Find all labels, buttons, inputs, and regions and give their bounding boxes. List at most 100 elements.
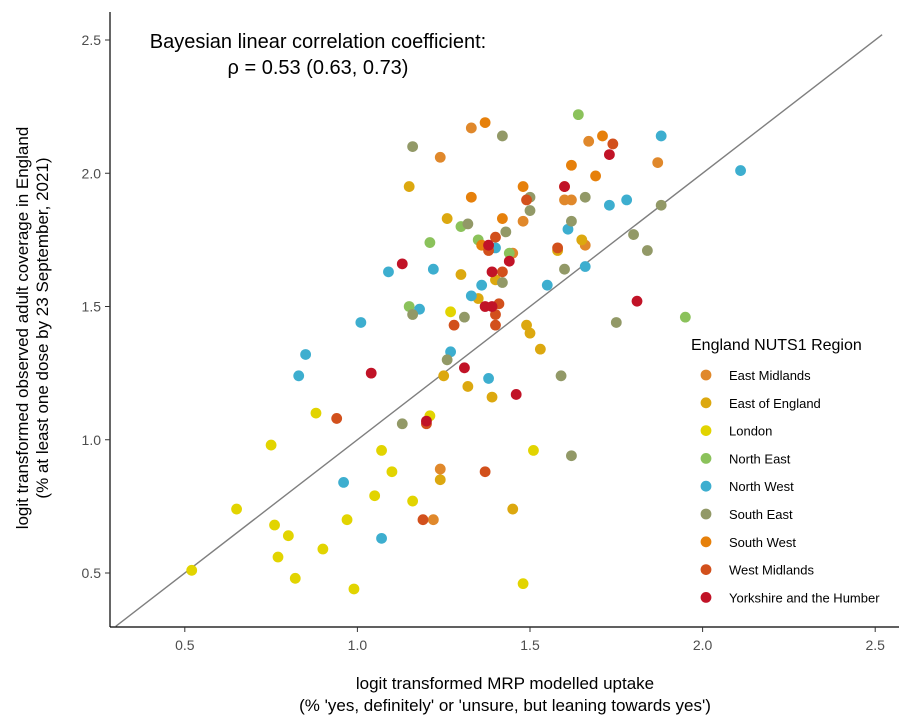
series-north-west <box>293 130 746 544</box>
data-point <box>310 407 322 419</box>
data-point <box>479 466 491 478</box>
legend: England NUTS1 Region East Midlands East o… <box>691 337 880 605</box>
data-point <box>552 242 564 254</box>
data-point <box>641 245 653 256</box>
data-point <box>421 415 432 427</box>
series-east-of-england <box>403 181 588 515</box>
data-point <box>427 514 439 526</box>
legend-item: North West <box>700 479 794 494</box>
data-point <box>652 157 664 168</box>
y-tick-label: 0.5 <box>82 565 102 581</box>
data-point <box>559 194 570 206</box>
data-point <box>503 255 515 267</box>
data-point <box>407 309 419 320</box>
data-point <box>383 266 394 278</box>
legend-label: East Midlands <box>729 368 811 383</box>
legend-swatch <box>700 425 712 436</box>
legend-label: East of England <box>729 396 821 411</box>
x-axis-title-line-1: logit transformed MRP modelled uptake <box>356 674 654 693</box>
data-point <box>555 370 567 382</box>
data-point <box>407 495 419 507</box>
data-point <box>579 191 591 203</box>
data-point <box>517 181 529 192</box>
data-point <box>579 261 591 272</box>
data-point <box>576 234 588 246</box>
data-point <box>534 343 546 355</box>
data-point <box>365 367 377 379</box>
data-point <box>517 578 529 590</box>
data-point <box>272 551 284 563</box>
data-point <box>521 194 532 206</box>
data-point <box>300 349 312 360</box>
data-point <box>590 170 601 182</box>
data-point <box>465 290 477 302</box>
data-point <box>486 301 498 312</box>
data-point <box>655 130 667 142</box>
x-tick-label: 0.5 <box>175 637 195 653</box>
data-point <box>386 466 398 478</box>
data-point <box>441 354 453 366</box>
data-point <box>483 239 494 251</box>
data-point <box>521 319 532 331</box>
series-west-midlands <box>331 138 619 526</box>
data-point <box>369 490 381 502</box>
data-point <box>490 231 501 243</box>
series-london <box>186 306 539 595</box>
data-point <box>621 194 633 206</box>
series-south-east <box>396 130 667 462</box>
data-point <box>455 269 467 280</box>
x-tick-label: 1.0 <box>348 637 368 653</box>
data-point <box>231 503 242 515</box>
annotation-line-2: ρ = 0.53 (0.63, 0.73) <box>228 57 409 79</box>
data-point <box>341 514 353 526</box>
data-point <box>445 306 457 318</box>
data-point <box>503 247 515 259</box>
data-point <box>434 463 446 475</box>
data-point <box>376 532 387 544</box>
data-point <box>566 215 577 227</box>
data-point <box>434 151 446 163</box>
data-point <box>483 373 494 384</box>
reference-line <box>115 34 883 627</box>
data-point <box>496 213 508 224</box>
data-point <box>396 258 408 270</box>
legend-swatch <box>700 480 712 492</box>
data-point <box>610 317 622 328</box>
data-point <box>427 263 439 275</box>
x-tick-label: 1.5 <box>520 637 540 653</box>
data-point <box>559 263 570 275</box>
data-point <box>566 159 577 171</box>
data-point <box>434 474 446 486</box>
data-point <box>441 213 453 224</box>
series-yorkshire-and-the-humber <box>365 149 643 427</box>
data-point <box>476 279 488 291</box>
data-point <box>462 381 474 392</box>
legend-title: England NUTS1 Region <box>691 337 862 354</box>
data-point <box>293 370 305 382</box>
legend-item: South West <box>700 535 796 550</box>
y-axis-title-line-2: (% at least one dose by 23 September, 20… <box>33 157 52 498</box>
legend-item: London <box>700 424 772 439</box>
data-point <box>348 583 360 595</box>
data-point <box>541 279 553 291</box>
legend-swatch <box>700 564 712 575</box>
data-point <box>438 370 450 382</box>
data-point <box>396 418 408 430</box>
data-point <box>403 181 415 192</box>
legend-label: North West <box>729 479 794 494</box>
data-point <box>655 199 667 211</box>
data-point <box>631 295 643 307</box>
data-point <box>524 205 536 216</box>
data-point <box>465 191 477 203</box>
data-point <box>496 130 508 142</box>
data-point <box>486 266 498 278</box>
data-point <box>479 117 491 129</box>
data-point <box>510 389 522 400</box>
data-point <box>355 317 367 328</box>
data-point <box>486 391 498 403</box>
data-point <box>496 277 508 288</box>
series-north-east <box>403 109 691 323</box>
legend-item: North East <box>700 451 791 466</box>
data-point <box>490 319 501 331</box>
x-tick-label: 2.0 <box>693 637 713 653</box>
